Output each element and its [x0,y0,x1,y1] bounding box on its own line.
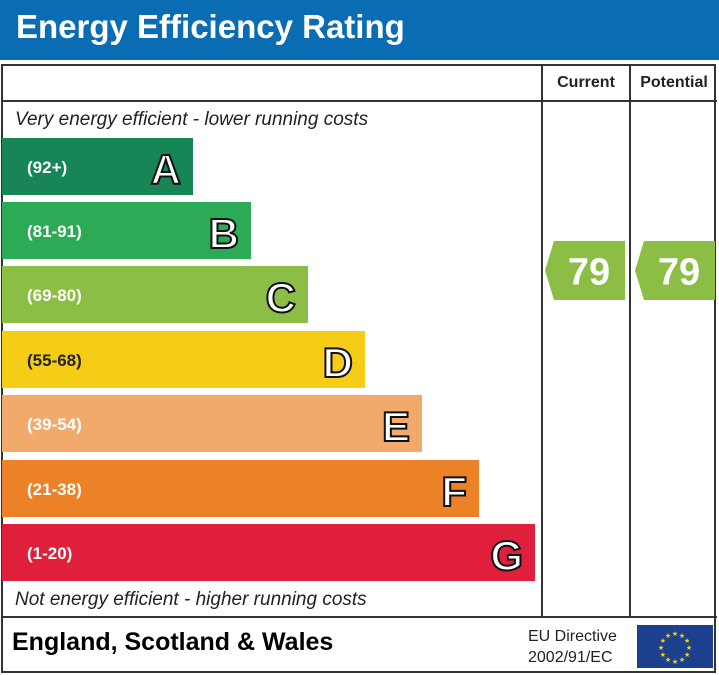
flag-star: ★ [684,637,690,645]
band-bar-F [2,460,479,517]
eu-directive: EU Directive 2002/91/EC [528,626,617,668]
band-bar-B [2,202,251,259]
band-bar-E [2,395,422,452]
page-title: Energy Efficiency Rating [16,8,405,45]
bottom-caption: Not energy efficient - higher running co… [15,589,367,610]
directive-line2: 2002/91/EC [528,649,613,666]
flag-star: ★ [679,656,685,664]
band-range-E: (39-54) [27,415,82,434]
flag-star: ★ [660,637,666,645]
flag-star: ★ [686,644,692,652]
band-range-F: (21-38) [27,480,82,499]
band-bar-C [2,266,308,323]
flag-star: ★ [679,632,685,640]
band-letter-F: F [441,468,467,515]
band-letter-A: A [151,146,181,193]
potential-rating-value: 79 [658,252,700,294]
flag-star: ★ [672,658,678,666]
divider [541,64,543,617]
band-letter-G: G [490,532,523,579]
band-range-B: (81-91) [27,222,82,241]
band-letter-D: D [323,339,353,386]
flag-star: ★ [658,644,664,652]
band-range-D: (55-68) [27,351,82,370]
flag-star: ★ [684,651,690,659]
band-letter-B: B [209,210,239,257]
potential-rating-arrow [635,241,715,300]
current-rating-arrow [545,241,625,300]
top-caption: Very energy efficient - lower running co… [15,109,369,130]
band-letter-E: E [382,403,410,450]
directive-line1: EU Directive [528,628,617,645]
band-range-C: (69-80) [27,286,82,305]
current-column-header: Current [557,74,615,91]
band-bar-G [2,524,535,581]
eu-flag-icon: ★ ★ ★ ★ ★ ★ ★ ★ ★ ★ ★ ★ [637,625,713,668]
flag-star: ★ [665,656,671,664]
band-letter-C: C [266,274,296,321]
band-bar-D [2,331,365,388]
flag-star: ★ [660,651,666,659]
divider [1,616,717,618]
region-label: England, Scotland & Wales [12,628,334,656]
band-range-G: (1-20) [27,544,72,563]
flag-star: ★ [665,632,671,640]
divider [1,100,717,102]
flag-star: ★ [672,630,678,638]
current-rating-value: 79 [568,252,610,294]
band-range-A: (92+) [27,158,67,177]
band-bar-A [2,138,193,195]
divider [629,64,631,617]
header-bar: Energy Efficiency Rating [0,0,719,60]
potential-column-header: Potential [640,74,708,91]
